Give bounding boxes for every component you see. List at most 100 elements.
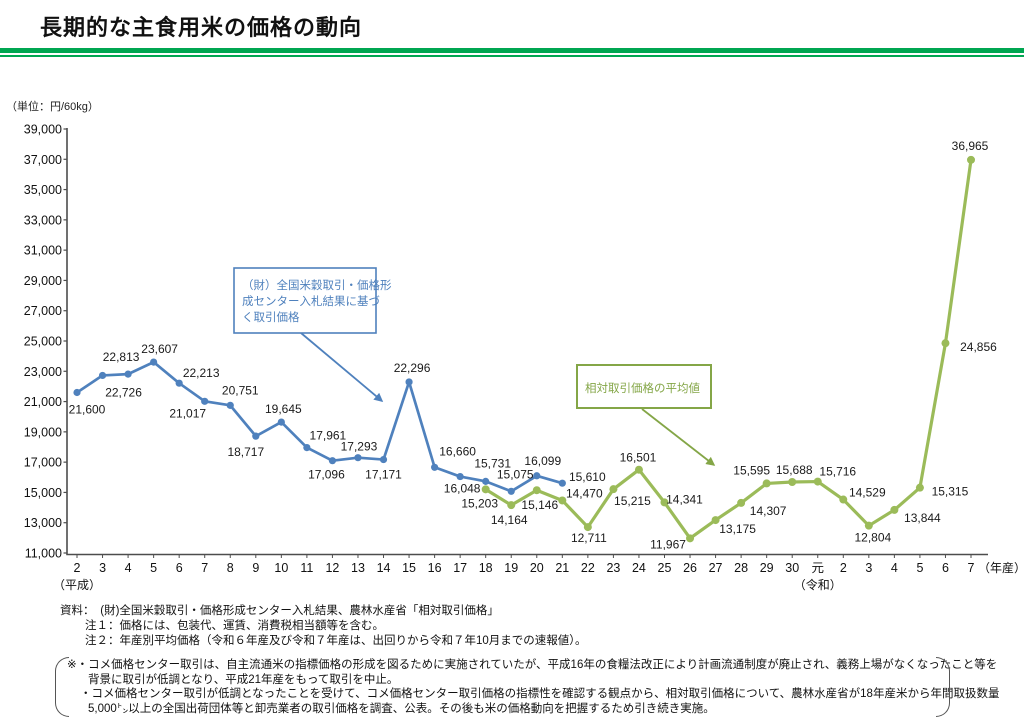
data-label: 15,203 [461,496,498,510]
data-label: 16,660 [439,444,476,458]
data-point [532,486,541,495]
remark-line: ※・コメ価格センター取引は、自主流通米の指標価格の形成を図るために実施されていた… [67,659,998,671]
x-tick-label: 29 [760,561,774,575]
remark-line: 背景に取引が低調となり、平成21年産をもって取引を中止。 [88,673,399,686]
callout-arrow [641,408,716,466]
y-tick-label: 35,000 [24,183,62,197]
data-point [405,378,413,386]
data-label: 17,096 [308,468,345,482]
data-point [201,397,209,405]
x-tick-label: 22 [581,561,595,575]
page-title: 長期的な主食用米の価格の動向 [40,15,363,40]
data-label: 36,965 [952,139,989,153]
x-tick-label: 9 [252,561,259,575]
data-point [98,371,107,380]
data-point [175,379,183,387]
blue-callout: （財）全国米穀取引・価格形成センター入札結果に基づく取引価格 [233,267,392,402]
x-tick-label: 10 [274,561,288,575]
data-point [864,521,873,530]
data-label: 14,164 [491,513,528,527]
data-point [328,457,337,465]
data-label: 13,844 [904,511,941,525]
x-tick-label: 7 [201,561,208,575]
data-point [481,485,490,494]
x-tick-label: 11 [300,561,313,575]
x-axis-labels: 2 3 4 5 6 7 8 9 10 11 12 13 14 15 16 17 18 19 20 21 22 23 24 25… [53,554,1024,592]
data-point [788,478,797,487]
x-tick-label: 19 [504,561,518,575]
y-tick-label: 15,000 [24,486,62,500]
y-tick-label: 39,000 [24,123,62,137]
y-tick-label: 31,000 [24,244,62,258]
x-tick-label: 21 [555,561,569,575]
data-label: 21,600 [69,402,106,416]
data-point [609,485,618,494]
y-tick-label: 25,000 [24,335,62,349]
x-tick-label: 17 [453,561,467,575]
x-tick-label: 4 [891,561,898,575]
y-tick-label: 23,000 [24,365,62,379]
x-tick-label: 8 [227,561,234,575]
data-label: 12,804 [854,531,891,545]
data-point [558,496,567,505]
x-tick-label: 30 [785,561,799,575]
data-label: 22,296 [394,361,431,375]
x-tick-label: 12 [325,561,339,575]
era-label-reiwa: （令和） [794,577,842,592]
green-callout: 相対取引価格の平均値 [576,364,716,466]
x-tick-label: 3 [865,561,872,575]
data-point [150,358,158,366]
x-tick-label: 26 [683,561,697,575]
data-label: 16,048 [444,482,481,496]
series-line [484,158,973,540]
data-label: 18,717 [227,445,264,459]
title-divider-gap [0,53,1024,55]
data-label: 15,215 [614,494,651,508]
x-tick-label: 3 [99,561,106,575]
data-point [711,516,720,525]
x-tick-label: 25 [658,561,672,575]
x-tick-label: 24 [632,561,646,575]
data-point [533,472,541,480]
data-point [456,472,464,481]
data-label: 16,501 [620,451,657,465]
data-label: 22,726 [105,385,142,399]
title-divider-thin-line [0,55,1024,57]
data-point [762,479,771,488]
data-point [634,465,643,474]
data-label: 12,711 [571,531,607,545]
data-point [813,477,822,486]
data-label: 15,146 [521,498,558,512]
data-point [379,455,388,464]
data-point [303,443,311,452]
note-2: 注２：年産別平均価格（令和６年産及び令和７年産は、出回りから令和７年10月までの… [85,635,587,647]
data-label: 15,731 [474,456,511,470]
x-tick-label: 5 [150,561,157,575]
data-label: 24,856 [960,340,997,354]
x-tick-label: 14 [377,561,391,575]
y-tick-label: 29,000 [24,274,62,288]
data-label: 17,961 [310,429,347,443]
y-tick-label: 21,000 [24,395,62,409]
data-point [941,339,950,348]
x-tick-label: 28 [734,561,748,575]
data-point [124,370,132,378]
data-label: 20,751 [222,383,259,397]
y-tick-label: 13,000 [24,516,62,530]
series-line [75,360,564,493]
data-label: 22,213 [183,366,220,380]
y-tick-label: 37,000 [24,153,62,167]
callout-box [576,364,712,409]
data-point [354,454,362,462]
note-1: 注１：価格には、包装代、運賃、消費税相当額等を含む。 [85,620,384,632]
x-tick-label: 4 [125,561,132,575]
data-label: 15,610 [569,470,606,484]
data-label: 14,470 [566,486,603,500]
y-tick-label: 33,000 [24,213,62,227]
data-label: 15,716 [819,465,856,479]
data-label: 15,595 [733,463,770,477]
data-point [839,495,848,504]
